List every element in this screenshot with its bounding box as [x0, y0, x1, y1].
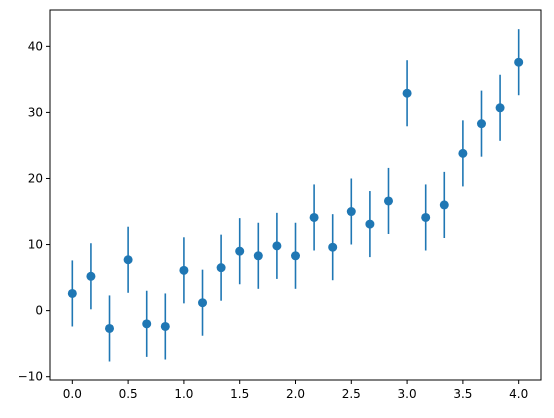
- axes: [49, 9, 542, 381]
- data-point: [291, 251, 300, 261]
- x-axis-ticks: 0.0 0.5 1.0 1.5 2.0 2.5 3.0 3.5 4.0: [63, 380, 528, 401]
- y-axis-ticks: −10 0 10 20 30 40: [18, 39, 50, 384]
- x-tick-label: 1.5: [230, 387, 249, 401]
- y-tick-label: 40: [28, 39, 43, 53]
- data-point: [67, 288, 77, 298]
- data-point: [309, 212, 319, 222]
- data-point: [421, 212, 431, 222]
- x-tick-label: 0.0: [63, 387, 82, 401]
- data-point: [346, 207, 356, 217]
- data-point: [86, 271, 96, 281]
- y-tick-label: 20: [28, 171, 43, 185]
- data-point: [383, 196, 393, 206]
- errorbar-layer: [71, 29, 520, 362]
- y-tick-label: 30: [28, 105, 43, 119]
- data-point: [495, 103, 505, 113]
- data-point: [365, 219, 375, 229]
- x-tick-label: 4.0: [509, 387, 528, 401]
- data-point: [235, 246, 245, 256]
- x-tick-label: 3.5: [453, 387, 472, 401]
- axes-frame: [49, 9, 542, 381]
- y-tick-label: 10: [28, 238, 43, 252]
- x-tick-label: 1.0: [174, 387, 193, 401]
- data-point: [514, 57, 524, 67]
- x-tick-label: 2.5: [342, 387, 361, 401]
- data-point: [272, 241, 282, 251]
- y-tick-label: 0: [35, 304, 43, 318]
- x-tick-label: 3.0: [398, 387, 417, 401]
- data-point: [328, 242, 338, 252]
- data-point: [198, 298, 208, 308]
- x-tick-label: 2.0: [286, 387, 305, 401]
- data-point: [458, 148, 468, 158]
- data-point: [253, 251, 263, 261]
- x-tick-label: 0.5: [119, 387, 138, 401]
- data-point: [105, 323, 115, 333]
- marker-layer: [67, 57, 524, 333]
- data-point: [439, 200, 449, 210]
- data-point: [142, 319, 152, 329]
- data-point: [160, 321, 170, 331]
- data-point: [402, 88, 412, 98]
- data-point: [476, 119, 486, 129]
- data-point: [123, 255, 133, 265]
- data-point: [216, 263, 226, 273]
- data-point: [179, 265, 189, 275]
- y-tick-label: −10: [18, 370, 43, 384]
